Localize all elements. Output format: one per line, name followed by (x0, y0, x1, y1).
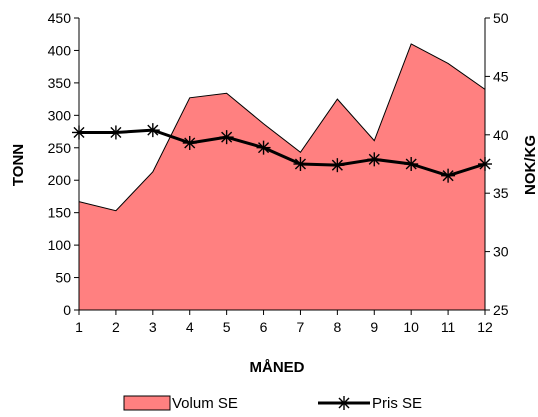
y-tick-label: 300 (48, 107, 72, 123)
point-pris-se-5 (219, 130, 234, 145)
y-tick-label: 250 (48, 140, 72, 156)
plot-area (72, 43, 492, 311)
y-tick-label: 100 (48, 237, 72, 253)
point-pris-se-10 (404, 157, 419, 171)
x-tick-label: 1 (75, 319, 83, 335)
legend: Volum SE Pris SE (123, 395, 422, 412)
legend-asterisk (337, 396, 351, 410)
x-tick-label: 7 (297, 319, 305, 335)
point-pris-se-4 (182, 135, 197, 150)
x-tick-label: 4 (186, 319, 194, 335)
y-tick-label: 0 (63, 302, 71, 318)
y-tick-label: 200 (48, 172, 72, 188)
legend-swatch-volum-se (123, 395, 171, 411)
y2-tick-label: 35 (493, 185, 509, 201)
y2-tick-label: 25 (493, 302, 509, 318)
x-axis-title: MÅNED (250, 359, 305, 376)
x-tick-label: 3 (149, 319, 157, 335)
point-pris-se-11 (441, 168, 456, 183)
y-axis-title: TONN (10, 144, 27, 186)
x-tick-label: 8 (333, 319, 341, 335)
point-pris-se-8 (330, 158, 345, 173)
point-pris-se-2 (108, 125, 123, 140)
point-pris-se-7 (293, 157, 308, 171)
area-series-volum-se (78, 43, 486, 311)
x-tick-label: 10 (403, 319, 419, 335)
point-pris-se-9 (367, 152, 382, 167)
y-tick-label: 450 (48, 10, 72, 26)
y-tick-label: 50 (55, 270, 71, 286)
x-tick-label: 2 (112, 319, 120, 335)
point-pris-se-3 (145, 123, 160, 138)
axes: 0501001502002503003504004502530354045501… (48, 10, 509, 335)
y-tick-label: 150 (48, 205, 72, 221)
x-tick-label: 5 (223, 319, 231, 335)
y2-tick-label: 50 (493, 10, 509, 26)
legend-label-pris-se: Pris SE (372, 395, 422, 412)
y2-tick-label: 45 (493, 68, 509, 84)
x-tick-label: 9 (370, 319, 378, 335)
y-tick-label: 400 (48, 42, 72, 58)
x-tick-label: 12 (477, 319, 493, 335)
y2-tick-label: 40 (493, 127, 509, 143)
legend-marker-pris-se (337, 396, 351, 410)
legend-label-volum-se: Volum SE (172, 395, 238, 412)
y2-tick-label: 30 (493, 244, 509, 260)
y-tick-label: 350 (48, 75, 72, 91)
x-tick-label: 11 (441, 319, 456, 335)
y2-axis-title: NOK/KG (522, 135, 538, 195)
point-pris-se-6 (256, 140, 271, 155)
x-tick-label: 6 (260, 319, 268, 335)
